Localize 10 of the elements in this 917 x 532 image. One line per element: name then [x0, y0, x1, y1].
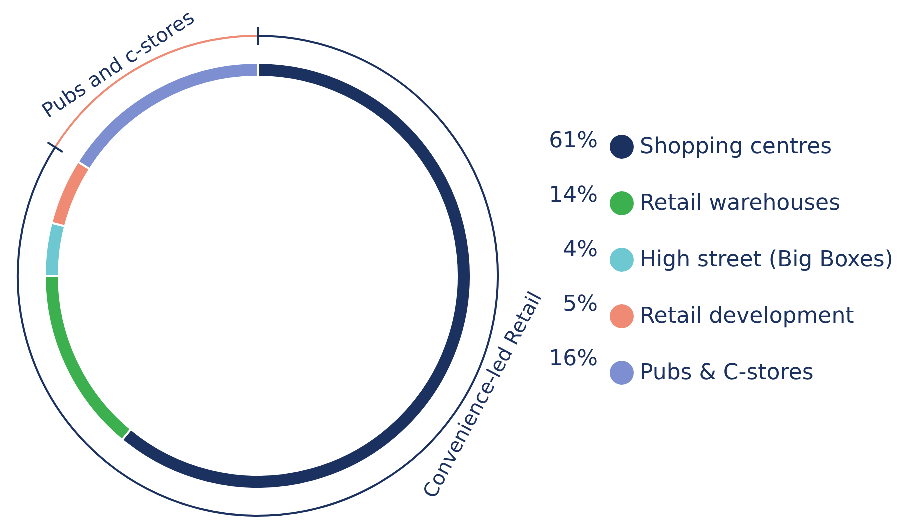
legend-label: Shopping centres	[640, 134, 832, 160]
legend-label: Pubs & C-stores	[640, 360, 814, 386]
data-label: 4%	[563, 238, 598, 262]
legend-label: Retail development	[640, 304, 855, 329]
data-label: 16%	[549, 346, 598, 372]
legend-label: Retail warehouses	[640, 191, 841, 216]
data-label: 5%	[563, 292, 598, 317]
data-label: 14%	[549, 183, 598, 208]
legend-label: High street (Big Boxes)	[640, 248, 894, 272]
data-label: 61%	[549, 128, 598, 154]
